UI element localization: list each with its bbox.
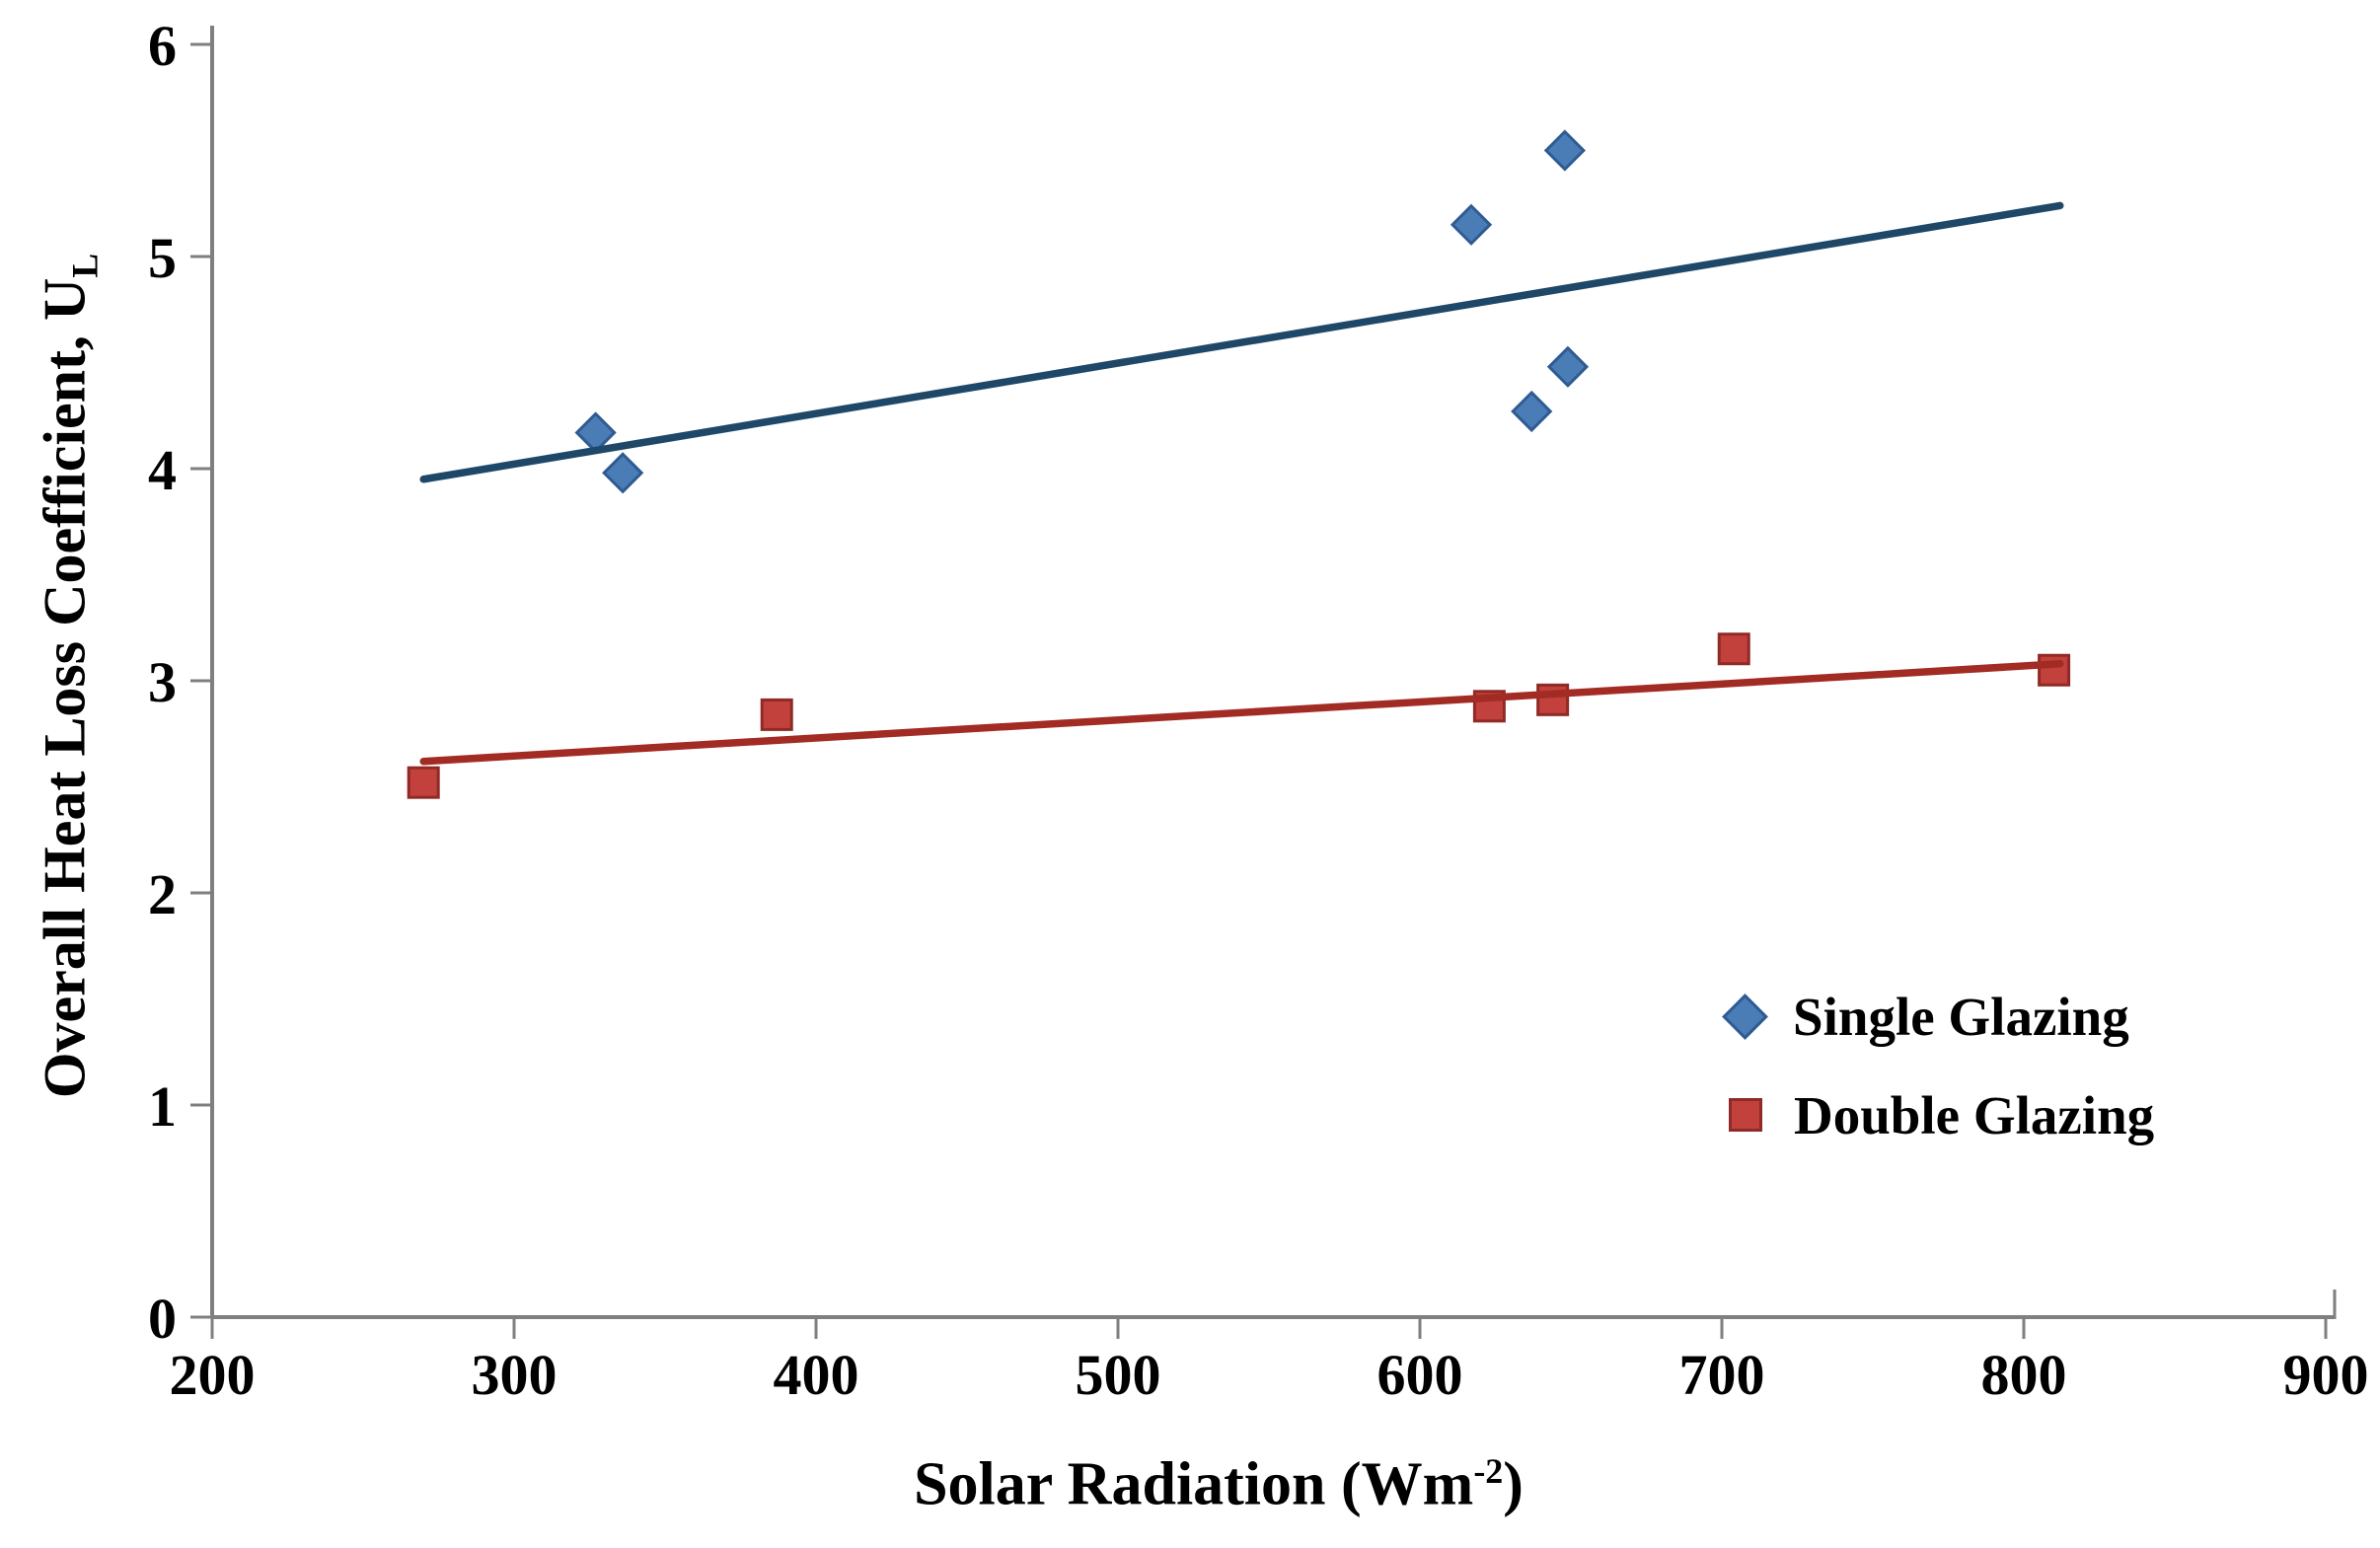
y-tick-label: 4 (148, 438, 177, 502)
x-axis-title: Solar Radiation (Wm-2) (914, 1450, 1524, 1520)
data-point-double-glazing (1717, 632, 1750, 666)
y-axis-title-text: Overall Heat Loss Coefficient, U (32, 277, 98, 1099)
y-axis-title-subscript: L (65, 253, 107, 278)
square-marker-icon (1729, 1098, 1762, 1132)
data-point-double-glazing (1536, 683, 1570, 716)
data-point-double-glazing (760, 698, 793, 731)
y-tick-label: 0 (148, 1287, 177, 1351)
data-point-single-glazing (1546, 345, 1590, 388)
trendline-double-glazing (419, 660, 2064, 766)
data-point-double-glazing (2038, 653, 2071, 687)
legend-label-single-glazing: Single Glazing (1793, 986, 2129, 1047)
y-tick-label: 1 (148, 1074, 177, 1139)
x-tick-label: 700 (1679, 1343, 1765, 1407)
legend: Single Glazing Double Glazing (1722, 972, 2154, 1159)
data-point-single-glazing (1543, 129, 1587, 172)
x-tick-label: 900 (2283, 1343, 2369, 1407)
x-axis-title-text: Solar Radiation (Wm (914, 1450, 1474, 1518)
x-tick-label: 200 (170, 1343, 256, 1407)
x-tick-label: 400 (774, 1343, 859, 1407)
data-point-single-glazing (1511, 390, 1553, 433)
diamond-marker-icon (1722, 993, 1768, 1040)
legend-item-double-glazing: Double Glazing (1729, 1070, 2154, 1159)
x-tick-label: 600 (1377, 1343, 1463, 1407)
y-axis-title: Overall Heat Loss Coefficient, UL (32, 254, 108, 1098)
y-tick-label: 2 (148, 862, 177, 926)
y-tick-label: 3 (148, 650, 177, 714)
y-tick-label: 6 (148, 14, 177, 78)
x-tick-label: 500 (1076, 1343, 1161, 1407)
x-tick-label: 300 (472, 1343, 558, 1407)
data-point-single-glazing (1450, 203, 1493, 246)
trendline-single-glazing (419, 201, 2064, 483)
legend-item-single-glazing: Single Glazing (1722, 972, 2154, 1061)
x-axis-title-suffix: ) (1503, 1450, 1524, 1518)
data-point-double-glazing (407, 766, 440, 799)
data-point-single-glazing (602, 452, 644, 494)
x-tick-label: 800 (1981, 1343, 2067, 1407)
x-axis-title-superscript: -2 (1473, 1450, 1504, 1491)
legend-label-double-glazing: Double Glazing (1794, 1084, 2155, 1145)
y-tick-label: 5 (148, 226, 177, 290)
